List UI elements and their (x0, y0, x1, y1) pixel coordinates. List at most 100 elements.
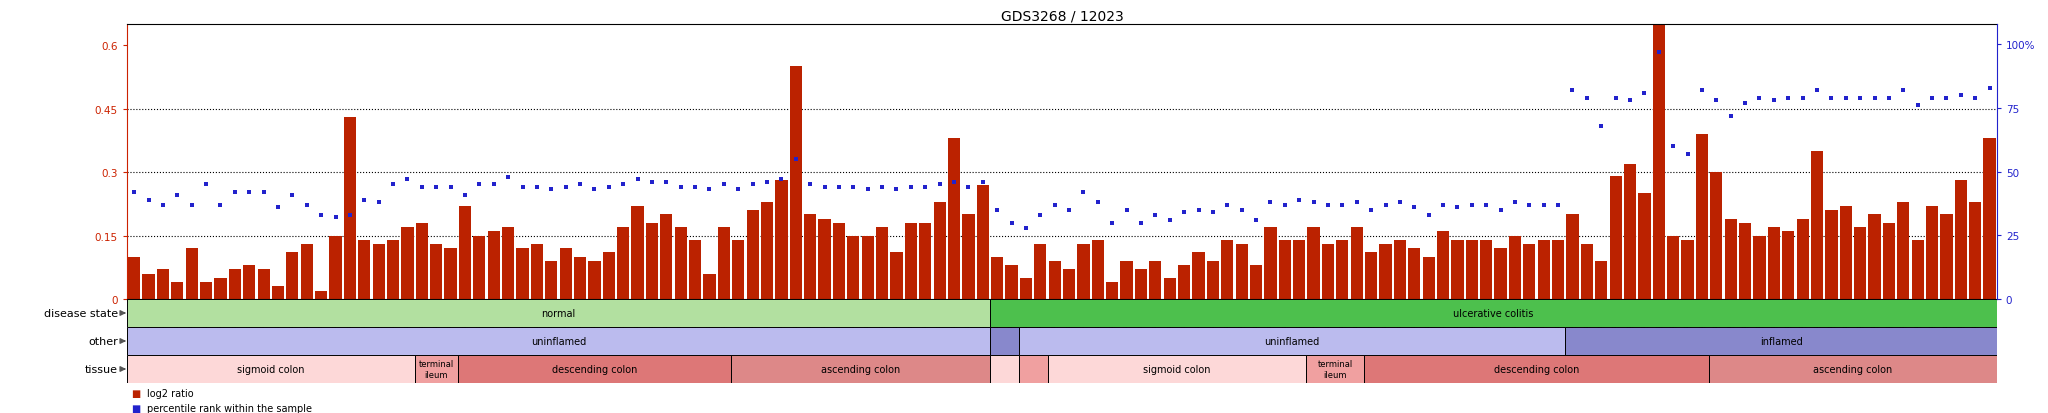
Bar (1896, 202, 1909, 299)
Bar (1710, 173, 1722, 299)
Point (1872, 95, 1905, 102)
Bar (258, 270, 270, 299)
Bar (1135, 270, 1147, 299)
Bar (414, 355, 459, 383)
Bar (1624, 164, 1636, 299)
Point (1399, 204, 1432, 211)
Point (463, 182, 496, 188)
Bar (1681, 240, 1694, 299)
Bar (989, 355, 1018, 383)
Text: ascending colon: ascending colon (821, 364, 901, 374)
Point (838, 184, 870, 191)
Point (1470, 202, 1503, 209)
Bar (819, 219, 831, 299)
Point (1599, 95, 1632, 102)
Point (721, 187, 754, 193)
Bar (688, 240, 700, 299)
Bar (948, 139, 961, 299)
Bar (1452, 240, 1464, 299)
Bar (631, 206, 643, 299)
Point (190, 182, 223, 188)
Bar (1796, 219, 1808, 299)
Point (592, 184, 625, 191)
Bar (559, 249, 571, 299)
Point (1413, 212, 1446, 219)
Bar (1610, 177, 1622, 299)
Bar (1466, 240, 1479, 299)
Bar (1278, 240, 1290, 299)
Bar (1538, 240, 1550, 299)
Point (1815, 95, 1847, 102)
Bar (1524, 244, 1536, 299)
Bar (244, 266, 256, 299)
Point (520, 184, 553, 191)
Point (1053, 207, 1085, 214)
Point (780, 156, 813, 163)
Bar (891, 253, 903, 299)
Bar (1667, 236, 1679, 299)
Text: log2 ratio: log2 ratio (147, 389, 195, 399)
Bar (1235, 244, 1247, 299)
Bar (989, 327, 1018, 355)
Point (635, 179, 668, 186)
Bar (1509, 236, 1522, 299)
Text: sigmoid colon: sigmoid colon (238, 364, 305, 374)
Bar (1868, 215, 1880, 299)
Bar (989, 299, 1997, 327)
Point (1384, 199, 1417, 206)
Point (549, 184, 582, 191)
Point (1096, 220, 1128, 226)
Bar (1954, 181, 1966, 299)
Point (1642, 50, 1675, 56)
Bar (1939, 215, 1952, 299)
Bar (1292, 240, 1305, 299)
Text: disease state: disease state (43, 308, 117, 318)
Bar (573, 257, 586, 299)
Bar (186, 249, 199, 299)
Bar (315, 291, 328, 299)
Bar (401, 228, 414, 299)
Point (1239, 217, 1272, 224)
Point (205, 202, 238, 209)
Point (1743, 95, 1776, 102)
Point (420, 184, 453, 191)
Point (1786, 95, 1819, 102)
Bar (502, 228, 514, 299)
Point (334, 212, 367, 219)
Bar (127, 355, 414, 383)
Point (1614, 98, 1647, 104)
Point (1915, 95, 1948, 102)
Bar (1018, 355, 1047, 383)
Point (1038, 202, 1071, 209)
Point (1800, 88, 1833, 94)
Bar (717, 228, 729, 299)
Point (1686, 88, 1718, 94)
Text: ulcerative colitis: ulcerative colitis (1454, 308, 1534, 318)
Bar (1006, 266, 1018, 299)
Point (1339, 199, 1372, 206)
Bar (1710, 355, 1997, 383)
Point (1886, 88, 1919, 94)
Point (1182, 207, 1214, 214)
Point (1268, 202, 1300, 209)
Bar (127, 299, 989, 327)
Point (924, 182, 956, 188)
Bar (659, 215, 672, 299)
Bar (487, 232, 500, 299)
Bar (1249, 266, 1262, 299)
Point (1929, 95, 1962, 102)
Bar (1221, 240, 1233, 299)
Bar (1063, 270, 1075, 299)
Bar (1853, 228, 1866, 299)
Point (981, 207, 1014, 214)
Bar (287, 253, 299, 299)
Point (162, 192, 195, 198)
Point (1901, 103, 1933, 109)
Bar (545, 261, 557, 299)
Point (492, 174, 524, 180)
Bar (530, 244, 543, 299)
Point (406, 184, 438, 191)
Text: ascending colon: ascending colon (1812, 364, 1892, 374)
Point (1757, 98, 1790, 104)
Bar (459, 206, 471, 299)
